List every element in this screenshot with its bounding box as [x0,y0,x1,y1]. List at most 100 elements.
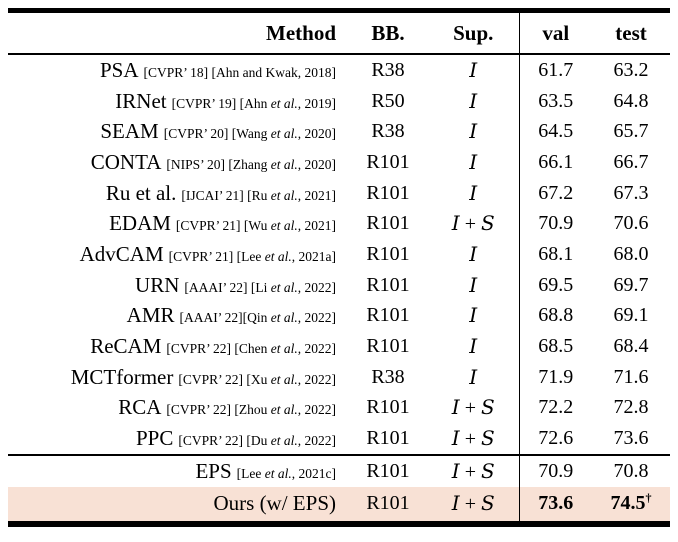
val-score-cell: 72.6 [518,423,592,455]
test-score-cell: 65.7 [613,120,649,143]
table-row: RCA [CVPR’ 22] [Zhou et al., 2022] R101 I … [8,392,670,424]
header-test: test [592,10,670,55]
table-row: AdvCAM [CVPR’ 21] [Lee et al., 2021a] R10… [8,239,670,270]
mathcal-I: I [469,241,478,266]
table-row: PSA [CVPR’ 18] [Ahn and Kwak, 2018] R38 I 6… [8,54,670,86]
method-citation: [IJCAI’ 21] [Ru et al., 2021] [181,187,336,203]
val-score-cell: 73.6 [518,486,592,524]
method-cell: CONTA [NIPS’ 20] [Zhang et al., 2020] [8,147,348,178]
mathcal-I: I [451,426,460,451]
dagger-superscript: † [645,490,652,505]
mathcal-I: I [469,57,478,82]
method-cell: IRNet [CVPR’ 19] [Ahn et al., 2019] [8,86,348,117]
backbone-cell: R101 [348,453,428,487]
method-name: EPS [195,458,232,483]
supervision-cell: I [428,116,519,147]
test-score-cell: 66.7 [613,150,649,173]
mathcal-I: I [469,180,478,205]
method-name: IRNet [115,88,167,113]
backbone-cell: R101 [366,335,410,358]
method-name: MCTformer [70,364,174,389]
table-row: URN [AAAI’ 22] [Li et al., 2022] R101 I 69.… [8,269,670,301]
supervision-cell: I + S [451,395,495,420]
mathcal-I: I [469,119,478,144]
method-cell: EPS [Lee et al., 2021c] [8,453,348,487]
method-name: CONTA [90,149,162,174]
test-score-cell: 68.4 [613,335,649,358]
table-row: Ours (w/ EPS) R101 I + S 73.6 74.5† [8,486,670,524]
mathcal-I: I [451,491,460,516]
method-citation: [AAAI’ 22][Qin et al., 2022] [179,310,336,326]
method-cell: AMR [AAAI’ 22][Qin et al., 2022] [8,301,348,332]
test-score-cell: 64.8 [613,89,649,112]
table-row: PPC [CVPR’ 22] [Du et al., 2022] R101 I + … [8,423,670,455]
test-score-cell: 70.6 [613,212,649,235]
method-citation: [CVPR’ 22] [Zhou et al., 2022] [166,402,336,418]
header-backbone: BB. [348,10,428,55]
supervision-cell: I [428,54,519,86]
supervision-cell: I [428,178,519,209]
val-score-cell: 68.8 [518,300,592,332]
supervision-cell: I [428,239,519,270]
backbone-cell: R50 [371,89,405,112]
mathcal-I: I [451,395,460,420]
header-row: Method BB. Sup. val test [8,10,670,55]
method-citation: [CVPR’ 21] [Wu et al., 2021] [175,218,336,234]
header-method: Method [8,10,348,55]
test-score-cell: 70.8 [592,453,670,487]
method-citation: [CVPR’ 22] [Du et al., 2022] [178,433,336,449]
val-score-cell: 67.2 [518,177,592,209]
method-cell: PSA [CVPR’ 18] [Ahn and Kwak, 2018] [8,54,348,86]
method-cell: PPC [CVPR’ 22] [Du et al., 2022] [8,423,348,455]
val-score-cell: 70.9 [518,453,592,487]
test-score-cell: 69.7 [613,273,649,296]
method-cell: MCTformer [CVPR’ 22] [Xu et al., 2022] [8,362,348,393]
header-supervision: Sup. [428,10,519,55]
test-score-cell: 73.6 [613,427,649,450]
method-citation: [CVPR’ 21] [Lee et al., 2021a] [168,248,336,264]
method-citation: [NIPS’ 20] [Zhang et al., 2020] [166,156,336,172]
backbone-cell: R38 [371,365,405,388]
table-row: CONTA [NIPS’ 20] [Zhang et al., 2020] R10… [8,147,670,178]
val-score-cell: 68.5 [518,331,592,362]
method-name: AdvCAM [79,241,164,266]
mathcal-I: I [469,149,478,174]
test-score-cell: 72.8 [613,396,649,419]
supervision-cell: I [428,147,519,178]
mathcal-S: S [480,491,495,516]
table-row: MCTformer [CVPR’ 22] [Xu et al., 2022] R3… [8,361,670,393]
val-score-cell: 66.1 [518,147,592,178]
supervision-cell: I [428,301,519,332]
table-row: EDAM [CVPR’ 21] [Wu et al., 2021] R101 I +… [8,208,670,240]
val-score-cell: 72.2 [518,392,592,424]
backbone-cell: R101 [366,273,410,296]
test-score-cell: 67.3 [613,181,649,204]
mathcal-I: I [469,334,478,359]
supervision-cell: I [428,270,519,301]
mathcal-I: I [469,272,478,297]
table-row: AMR [AAAI’ 22][Qin et al., 2022] R101 I 68.… [8,300,670,332]
method-citation: [Lee et al., 2021c] [236,465,336,481]
method-citation: [CVPR’ 19] [Ahn et al., 2019] [171,95,336,111]
method-name: PSA [99,57,139,82]
supervision-cell: I [428,86,519,117]
method-name: ReCAM [90,334,162,359]
method-cell: URN [AAAI’ 22] [Li et al., 2022] [8,270,348,301]
mathcal-S: S [480,426,495,451]
method-name: SEAM [100,119,159,144]
method-name: PPC [136,426,174,451]
method-cell: ReCAM [CVPR’ 22] [Chen et al., 2022] [8,331,348,362]
supervision-cell: I [428,331,519,362]
table-body: PSA [CVPR’ 18] [Ahn and Kwak, 2018] R38 I 6… [8,54,670,524]
method-cell: Ru et al. [IJCAI’ 21] [Ru et al., 2021] [8,178,348,209]
backbone-cell: R101 [366,150,410,173]
method-citation: [CVPR’ 22] [Xu et al., 2022] [178,371,336,387]
backbone-cell: R101 [366,181,410,204]
mathcal-I: I [469,364,478,389]
mathcal-I: I [469,88,478,113]
mathcal-I: I [451,211,460,236]
supervision-cell: I + S [451,426,495,451]
supervision-cell: I + S [451,211,495,236]
method-name: RCA [118,395,162,420]
